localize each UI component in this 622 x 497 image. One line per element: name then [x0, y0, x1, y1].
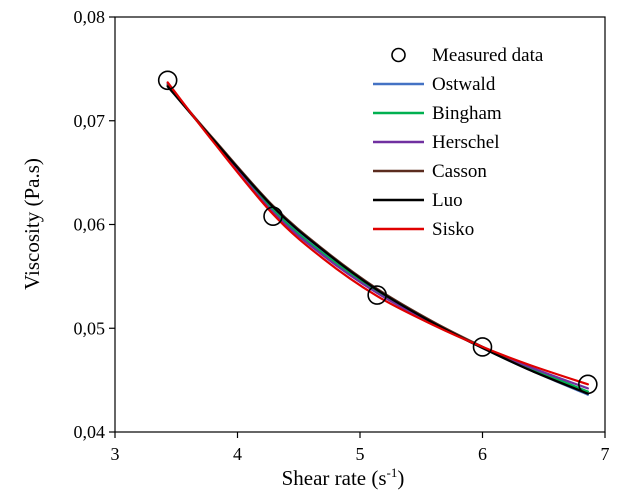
- series-line-ostwald: [166, 84, 589, 396]
- y-tick-label: 0,06: [74, 215, 106, 235]
- x-axis-title-superscript: -1: [387, 465, 398, 480]
- x-axis-title: Shear rate (s-1): [282, 465, 405, 490]
- series-line-herschel: [166, 82, 589, 390]
- measured-data-point: [367, 285, 387, 305]
- measured-data-markers: [157, 70, 598, 395]
- legend-label-herschel: Herschel: [432, 132, 500, 153]
- fit-series-lines: [166, 81, 589, 396]
- measured-data-point: [263, 206, 283, 226]
- legend-label-bingham: Bingham: [432, 103, 502, 124]
- x-tick-label: 4: [233, 444, 242, 464]
- x-axis-title-end: ): [397, 466, 404, 490]
- y-axis-title: Viscosity (Pa.s): [20, 158, 44, 290]
- measured-data-point: [472, 337, 493, 357]
- y-tick-label: 0,05: [74, 318, 106, 338]
- legend-label-measured: Measured data: [432, 45, 544, 66]
- series-line-casson: [166, 84, 589, 395]
- x-tick-label: 7: [601, 444, 610, 464]
- legend: Measured data Ostwald Bingham Herschel Casso…: [373, 45, 544, 240]
- legend-label-ostwald: Ostwald: [432, 74, 496, 95]
- legend-label-sisko: Sisko: [432, 219, 474, 240]
- x-axis: 3 4 5 6 7: [111, 432, 610, 464]
- x-tick-label: 5: [356, 444, 365, 464]
- series-line-bingham: [166, 83, 589, 393]
- legend-label-casson: Casson: [432, 161, 487, 182]
- x-tick-label: 6: [478, 444, 487, 464]
- y-tick-label: 0,07: [74, 111, 106, 131]
- y-axis: 0,04 0,05 0,06 0,07 0,08: [74, 7, 115, 442]
- measured-data-point: [578, 374, 598, 395]
- y-tick-label: 0,08: [74, 7, 106, 27]
- legend-label-luo: Luo: [432, 190, 463, 211]
- y-tick-label: 0,04: [74, 422, 106, 442]
- measured-data-point: [157, 70, 178, 91]
- series-line-luo: [166, 85, 589, 395]
- x-tick-label: 3: [111, 444, 120, 464]
- series-line-sisko: [166, 81, 589, 386]
- x-axis-title-text: Shear rate (s: [282, 466, 387, 490]
- legend-marker-measured: [391, 47, 406, 63]
